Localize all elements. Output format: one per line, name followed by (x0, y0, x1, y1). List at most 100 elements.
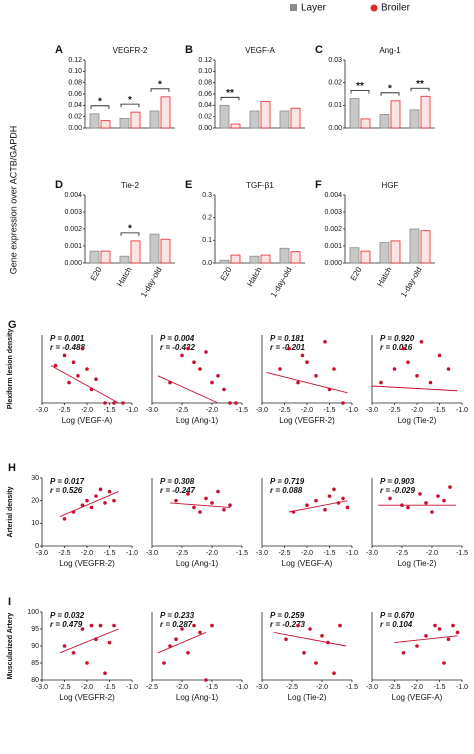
bar (119, 117, 130, 129)
point (442, 661, 446, 665)
significance-bracket (350, 90, 370, 94)
bar (100, 120, 111, 129)
x-tick-label: 1-day-old (139, 266, 163, 299)
point (424, 501, 428, 505)
bar (249, 255, 260, 264)
y-tick-label: 0.06 (68, 91, 82, 98)
x-tick-label: -2.0 (411, 407, 423, 414)
significance-label: * (128, 224, 132, 235)
x-tick-label: -3.0 (256, 407, 268, 414)
r-value: r = -0.273 (270, 620, 305, 629)
point (198, 510, 202, 514)
point (300, 353, 305, 358)
point (338, 623, 342, 628)
y-tick-label: 0.04 (198, 102, 212, 109)
y-tick-label: 85 (31, 660, 39, 667)
x-tick-label: -2.0 (426, 550, 438, 557)
x-tick-label: -3.0 (36, 684, 48, 691)
x-tick-label: -2.5 (58, 550, 70, 557)
point (332, 671, 336, 675)
point (302, 651, 306, 655)
x-tick-label: -2.5 (58, 684, 70, 691)
x-tick-label: -2.0 (176, 684, 188, 691)
p-value: P = 0.181 (270, 334, 305, 343)
x-tick-label: Hatch (115, 266, 133, 289)
point (424, 634, 428, 638)
y-axis-label: Plexiform lesion density (7, 329, 14, 410)
point (430, 510, 434, 514)
bar (89, 250, 100, 264)
significance-label: * (128, 95, 132, 106)
fit-line (273, 631, 347, 647)
x-tick-label: -1.0 (126, 550, 138, 557)
p-value: P = 0.920 (380, 334, 415, 343)
x-axis-label: Log (VEGFR-2) (59, 693, 115, 702)
point (71, 360, 76, 365)
point (222, 507, 226, 512)
point (314, 498, 318, 503)
r-value: r = 0.104 (380, 620, 413, 629)
x-axis-label: Log (Ang-1) (176, 416, 219, 425)
bar (349, 247, 360, 264)
significance-label: ** (356, 81, 364, 92)
fit-line (59, 628, 119, 654)
y-tick-label: 0.01 (328, 102, 342, 109)
point (107, 489, 112, 494)
r-value: r = 0.479 (50, 620, 83, 629)
bar (219, 259, 230, 264)
point (433, 623, 437, 628)
y-tick-label: 100 (27, 609, 39, 616)
x-tick-label: -1.5 (323, 407, 335, 414)
point (174, 498, 178, 503)
point (103, 501, 107, 505)
legend-label: Broiler (381, 3, 411, 14)
p-value: P = 0.004 (160, 334, 195, 343)
y-tick-label: 0.02 (198, 114, 212, 121)
point (451, 623, 455, 628)
y-tick-label: 0.002 (64, 226, 82, 233)
y-tick-label: 0.001 (324, 243, 342, 250)
point (287, 346, 291, 351)
x-tick-label: -2.0 (206, 407, 218, 414)
x-tick-label: -2.0 (81, 684, 93, 691)
legend-swatch (370, 4, 378, 12)
bar (100, 250, 111, 264)
x-axis-label: Log (VEGFR-2) (59, 559, 115, 568)
x-tick-label: Hatch (375, 266, 393, 289)
x-tick-label: -2.5 (146, 684, 158, 691)
x-tick-label: -1.0 (456, 407, 468, 414)
fit-line (266, 371, 348, 394)
y-tick-label: 0.12 (68, 57, 82, 64)
significance-bracket (410, 87, 430, 92)
significance-bracket (120, 232, 140, 236)
significance-bracket (90, 105, 110, 109)
r-value: r = -0.247 (160, 486, 195, 495)
r-value: r = -0.488 (50, 343, 85, 352)
x-tick-label: -2.0 (81, 550, 93, 557)
y-tick-label: 20 (31, 498, 39, 505)
fit-line (157, 631, 207, 654)
x-tick-label: -1.5 (323, 550, 335, 557)
point (305, 503, 309, 508)
r-value: r = 0.088 (270, 486, 303, 495)
point (204, 496, 208, 501)
panel-letter: B (185, 44, 193, 56)
x-tick-label: -1.0 (346, 550, 358, 557)
bar (360, 118, 371, 129)
bar (260, 254, 271, 264)
y-tick-label: 0.003 (324, 209, 342, 216)
x-tick-label: -3.0 (366, 550, 378, 557)
point (308, 627, 312, 631)
x-tick-label: -2.5 (388, 684, 400, 691)
point (80, 346, 85, 351)
point (401, 651, 406, 655)
y-tick-label: 0.12 (198, 57, 212, 64)
y-tick-label: 0.06 (198, 91, 212, 98)
x-axis-label: Log (VEGF-A) (62, 416, 113, 425)
significance-label: ** (416, 79, 424, 90)
panel-letter: F (315, 179, 322, 191)
point (112, 401, 116, 405)
x-tick-label: -2.5 (388, 407, 400, 414)
point (204, 350, 208, 354)
